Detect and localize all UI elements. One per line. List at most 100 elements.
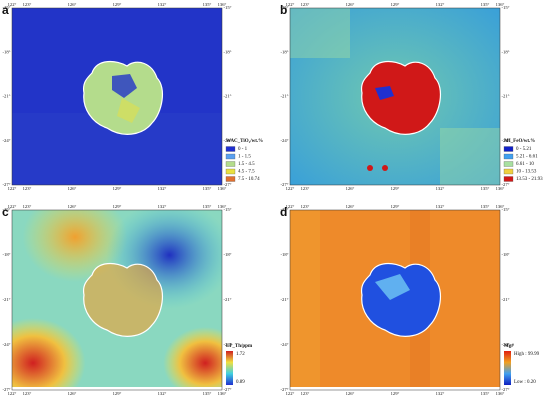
lon-tick-label: 123° — [23, 204, 32, 209]
lon-tick-label: 123° — [301, 204, 310, 209]
panel-label: b — [280, 3, 287, 17]
lon-tick-label: 126° — [346, 391, 355, 396]
legend-title: MI_FeO/wt.% — [504, 139, 535, 144]
lon-tick-label: 136° — [218, 186, 227, 191]
lon-tick-label: 136° — [218, 204, 227, 209]
lat-tick-label: -21° — [224, 297, 232, 302]
lon-tick-label: 132° — [436, 2, 445, 7]
lon-tick-label: 123° — [301, 2, 310, 7]
legend-label: 4.5 - 7.5 — [238, 170, 255, 175]
lon-tick-label: 126° — [68, 186, 77, 191]
lon-tick-label: 129° — [113, 391, 122, 396]
legend-swatch — [503, 176, 514, 182]
lat-tick-label: -24° — [502, 342, 510, 347]
lat-tick-label: -15° — [281, 5, 289, 10]
lon-tick-label: 132° — [436, 204, 445, 209]
panel-label: a — [2, 3, 9, 17]
lon-tick-label: 126° — [346, 204, 355, 209]
lon-tick-label: 135° — [481, 186, 490, 191]
legend-swatch — [225, 161, 236, 167]
lon-tick-label: 122° — [8, 2, 17, 7]
lon-tick-label: 132° — [158, 391, 167, 396]
lon-tick-label: 129° — [391, 2, 400, 7]
legend-label: 1.5 - 4.5 — [238, 162, 255, 167]
lon-tick-label: 132° — [158, 2, 167, 7]
lat-tick-label: -27° — [3, 387, 11, 392]
lon-tick-label: 122° — [8, 204, 17, 209]
lat-tick-label: -27° — [502, 182, 510, 187]
lon-tick-label: 136° — [496, 186, 505, 191]
lat-tick-label: -21° — [502, 94, 510, 99]
lat-tick-label: -24° — [224, 138, 232, 143]
lon-tick-label: 135° — [203, 391, 212, 396]
legend-low: 0.89 — [236, 380, 245, 385]
lon-tick-label: 123° — [23, 391, 32, 396]
lon-tick-label: 126° — [68, 2, 77, 7]
legend-label: 13.53 - 21.93 — [516, 177, 543, 182]
lon-tick-label: 122° — [8, 391, 17, 396]
lon-tick-label: 135° — [481, 2, 490, 7]
lat-tick-label: -18° — [502, 49, 510, 54]
lat-tick-label: -27° — [224, 387, 232, 392]
lat-tick-label: -15° — [3, 207, 11, 212]
lon-tick-label: 135° — [481, 204, 490, 209]
lon-tick-label: 122° — [286, 204, 295, 209]
legend-swatch — [225, 176, 236, 182]
lon-tick-label: 123° — [23, 2, 32, 7]
lon-tick-label: 129° — [113, 204, 122, 209]
lon-tick-label: 135° — [481, 391, 490, 396]
lon-tick-label: 132° — [436, 186, 445, 191]
legend-swatch — [503, 153, 514, 160]
lat-tick-label: -18° — [281, 252, 289, 257]
legend-label: 5.21 - 6.61 — [516, 155, 538, 160]
lat-tick-label: -21° — [281, 94, 289, 99]
lon-tick-label: 126° — [346, 186, 355, 191]
lat-tick-label: -24° — [3, 138, 11, 143]
lat-tick-label: -15° — [224, 207, 232, 212]
lon-tick-label: 136° — [218, 391, 227, 396]
legend-swatch — [225, 153, 236, 160]
legend-label: 0 - 1 — [238, 147, 248, 152]
legend-low: Low : 0.20 — [514, 380, 536, 385]
lon-tick-label: 136° — [496, 2, 505, 7]
lat-tick-label: -24° — [281, 138, 289, 143]
lat-tick-label: -18° — [3, 252, 11, 257]
legend-label: 1 - 1.5 — [238, 155, 251, 160]
lon-tick-label: 123° — [301, 391, 310, 396]
lon-tick-label: 132° — [158, 186, 167, 191]
legend-label: 6.61 - 10 — [516, 162, 534, 167]
lon-tick-label: 129° — [391, 204, 400, 209]
lat-tick-label: -18° — [3, 49, 11, 54]
lon-tick-label: 122° — [286, 186, 295, 191]
lon-tick-label: 129° — [113, 2, 122, 7]
map-c — [11, 209, 223, 391]
lon-tick-label: 126° — [68, 391, 77, 396]
lon-tick-label: 123° — [301, 186, 310, 191]
lat-tick-label: -21° — [3, 297, 11, 302]
lat-tick-label: -27° — [502, 387, 510, 392]
map-a — [11, 7, 223, 186]
lon-tick-label: 126° — [346, 2, 355, 7]
legend-label: 0 - 5.21 — [516, 147, 532, 152]
legend-label: 10 - 13.53 — [516, 170, 537, 175]
lat-tick-label: -15° — [502, 5, 510, 10]
lon-tick-label: 132° — [158, 204, 167, 209]
lon-tick-label: 132° — [436, 391, 445, 396]
lat-tick-label: -21° — [224, 94, 232, 99]
lat-tick-label: -15° — [3, 5, 11, 10]
legend-high: High : 99.99 — [514, 352, 540, 357]
lon-tick-label: 135° — [203, 204, 212, 209]
lon-tick-label: 135° — [203, 186, 212, 191]
legend-swatch — [503, 161, 514, 167]
lon-tick-label: 135° — [203, 2, 212, 7]
lat-tick-label: -18° — [224, 252, 232, 257]
lat-tick-label: -15° — [281, 207, 289, 212]
lat-tick-label: -24° — [281, 342, 289, 347]
legend-swatch — [225, 146, 236, 152]
legend-title: LP_Th/ppm — [226, 344, 253, 349]
annotations: a122°122°123°123°126°126°129°129°132°132… — [2, 2, 543, 396]
lon-tick-label: 129° — [391, 186, 400, 191]
lon-tick-label: 122° — [8, 186, 17, 191]
lat-tick-label: -27° — [281, 387, 289, 392]
